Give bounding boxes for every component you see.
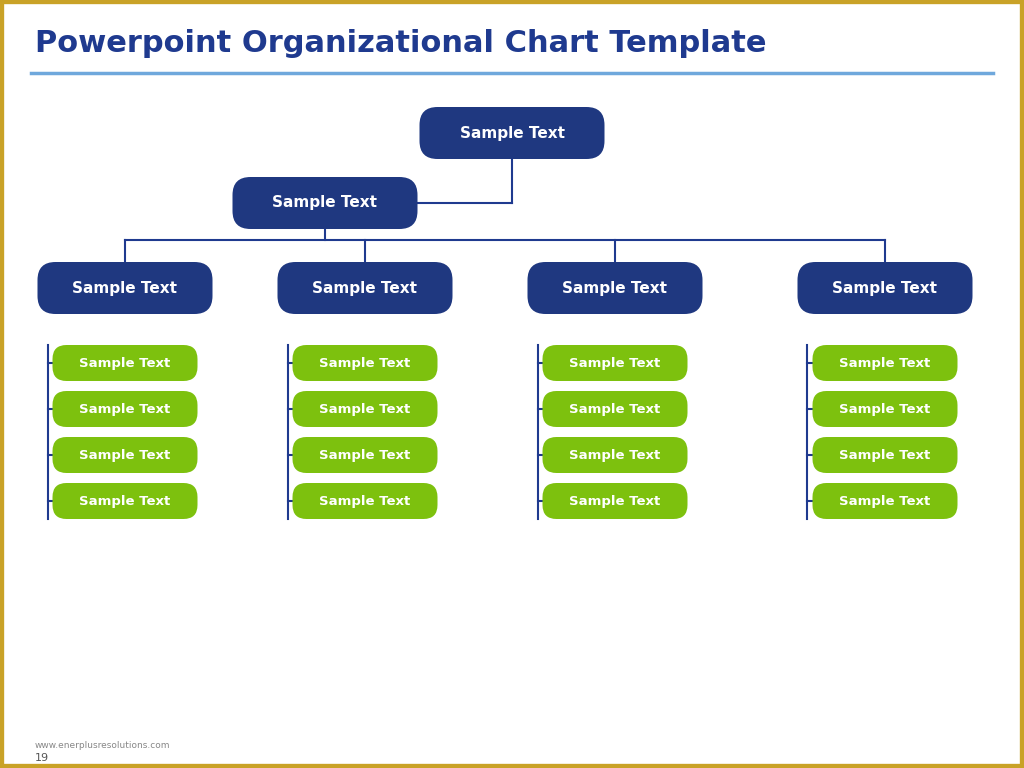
FancyBboxPatch shape <box>543 483 687 519</box>
FancyBboxPatch shape <box>527 262 702 314</box>
Text: www.enerplusresolutions.com: www.enerplusresolutions.com <box>35 741 171 750</box>
FancyBboxPatch shape <box>812 483 957 519</box>
FancyBboxPatch shape <box>232 177 418 229</box>
FancyBboxPatch shape <box>543 345 687 381</box>
FancyBboxPatch shape <box>52 437 198 473</box>
Text: Sample Text: Sample Text <box>80 449 171 462</box>
Text: Sample Text: Sample Text <box>833 280 938 296</box>
Text: Sample Text: Sample Text <box>272 196 378 210</box>
FancyBboxPatch shape <box>278 262 453 314</box>
FancyBboxPatch shape <box>420 107 604 159</box>
FancyBboxPatch shape <box>52 391 198 427</box>
FancyBboxPatch shape <box>293 437 437 473</box>
FancyBboxPatch shape <box>293 345 437 381</box>
FancyBboxPatch shape <box>293 483 437 519</box>
FancyBboxPatch shape <box>543 437 687 473</box>
FancyBboxPatch shape <box>543 391 687 427</box>
FancyBboxPatch shape <box>812 391 957 427</box>
Text: Sample Text: Sample Text <box>319 449 411 462</box>
FancyBboxPatch shape <box>38 262 213 314</box>
FancyBboxPatch shape <box>798 262 973 314</box>
Text: Sample Text: Sample Text <box>840 449 931 462</box>
Text: Powerpoint Organizational Chart Template: Powerpoint Organizational Chart Template <box>35 28 767 58</box>
FancyBboxPatch shape <box>293 391 437 427</box>
Text: Sample Text: Sample Text <box>312 280 418 296</box>
FancyBboxPatch shape <box>812 437 957 473</box>
Text: Sample Text: Sample Text <box>80 356 171 369</box>
Text: 19: 19 <box>35 753 49 763</box>
Text: Sample Text: Sample Text <box>319 495 411 508</box>
Text: Sample Text: Sample Text <box>319 356 411 369</box>
Text: Sample Text: Sample Text <box>840 402 931 415</box>
Text: Sample Text: Sample Text <box>460 125 564 141</box>
FancyBboxPatch shape <box>812 345 957 381</box>
FancyBboxPatch shape <box>52 345 198 381</box>
FancyBboxPatch shape <box>52 483 198 519</box>
Text: Sample Text: Sample Text <box>840 356 931 369</box>
Text: Sample Text: Sample Text <box>569 495 660 508</box>
Text: Sample Text: Sample Text <box>569 402 660 415</box>
Text: Sample Text: Sample Text <box>840 495 931 508</box>
Text: Sample Text: Sample Text <box>569 449 660 462</box>
Text: Sample Text: Sample Text <box>73 280 177 296</box>
Text: Sample Text: Sample Text <box>319 402 411 415</box>
Text: Sample Text: Sample Text <box>569 356 660 369</box>
Text: Sample Text: Sample Text <box>80 402 171 415</box>
Text: Sample Text: Sample Text <box>80 495 171 508</box>
Text: Sample Text: Sample Text <box>562 280 668 296</box>
